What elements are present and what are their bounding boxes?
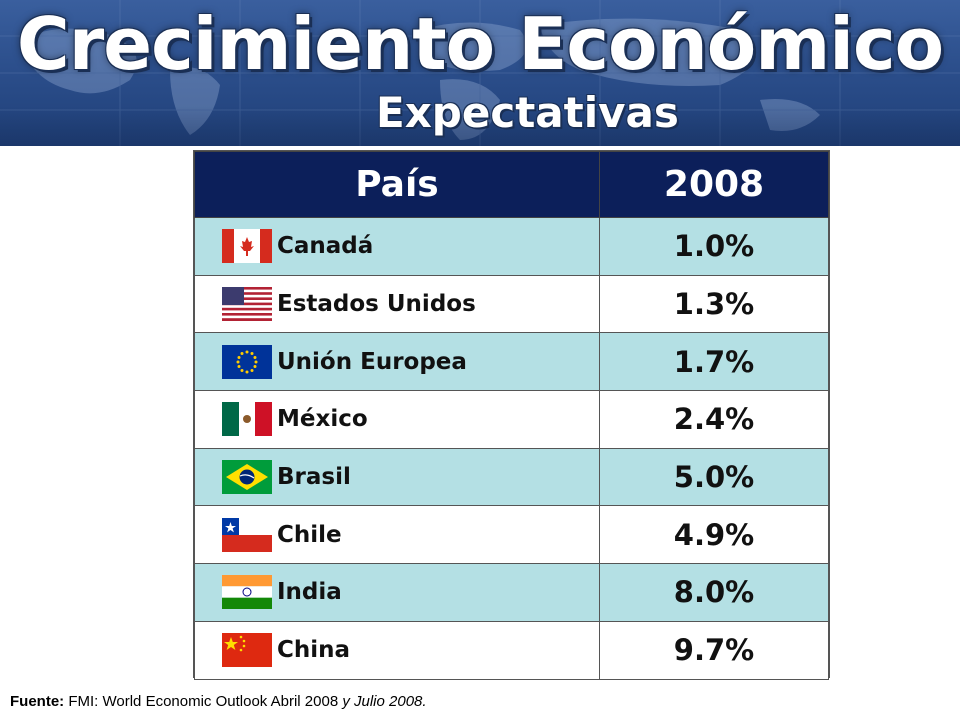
growth-table: País 2008 Canadá 1.0%	[193, 150, 830, 680]
growth-value: 9.7%	[599, 620, 829, 680]
country-name: México	[277, 406, 368, 433]
country-name: China	[277, 637, 351, 664]
growth-value: 4.9%	[599, 505, 829, 565]
china-flag-icon	[222, 633, 272, 668]
column-header-2008: 2008	[599, 151, 829, 218]
growth-value: 2.4%	[599, 390, 829, 449]
source-note: Fuente: FMI: World Economic Outlook Abri…	[10, 693, 427, 710]
table-row: China 9.7%	[194, 620, 829, 680]
table-row: Estados Unidos 1.3%	[194, 274, 829, 334]
table-row: Chile 4.9%	[194, 505, 829, 565]
table-row: Canadá 1.0%	[194, 217, 829, 276]
table-row: México 2.4%	[194, 390, 829, 449]
growth-value: 1.7%	[599, 332, 829, 392]
page-title: Crecimiento Económico	[16, 2, 944, 86]
column-header-country: País	[194, 151, 600, 218]
table-row: Unión Europea 1.7%	[194, 332, 829, 392]
brazil-flag-icon	[222, 460, 272, 495]
usa-flag-icon	[222, 287, 272, 322]
growth-value: 8.0%	[599, 563, 829, 622]
page-subtitle: Expectativas	[376, 88, 679, 137]
mexico-flag-icon	[222, 402, 272, 437]
source-label: Fuente:	[10, 693, 65, 710]
country-name: Unión Europea	[277, 348, 467, 375]
table-row: Brasil 5.0%	[194, 447, 829, 507]
country-name: Chile	[277, 521, 342, 548]
chile-flag-icon	[222, 517, 272, 552]
growth-value: 1.0%	[599, 217, 829, 276]
country-name: Estados Unidos	[277, 291, 476, 318]
country-name: India	[277, 579, 342, 606]
source-italic: y Julio 2008.	[342, 693, 427, 710]
growth-value: 5.0%	[599, 447, 829, 507]
source-text: FMI: World Economic Outlook Abril 2008	[64, 693, 343, 710]
canada-flag-icon	[222, 229, 272, 264]
growth-value: 1.3%	[599, 274, 829, 334]
header-banner: Crecimiento Económico Expectativas	[0, 0, 960, 146]
eu-flag-icon	[222, 344, 272, 379]
table-row: India 8.0%	[194, 563, 829, 622]
country-name: Canadá	[277, 233, 374, 260]
country-name: Brasil	[277, 464, 351, 491]
world-map-background	[0, 0, 960, 146]
india-flag-icon	[222, 575, 272, 610]
